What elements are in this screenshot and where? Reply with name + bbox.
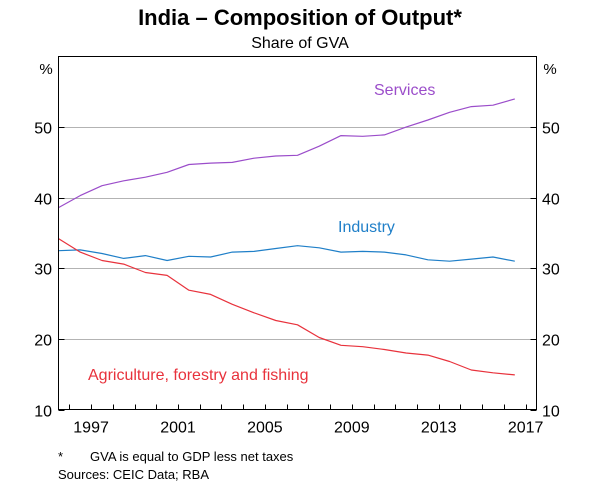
chart-subtitle: Share of GVA — [251, 35, 349, 52]
left-tick-label: 20 — [34, 333, 52, 350]
x-tick-label: 1997 — [73, 420, 109, 437]
services-series-line — [58, 98, 515, 209]
x-tick-label: 2017 — [508, 420, 544, 437]
left-tick-label: 50 — [34, 121, 52, 138]
x-axis: 1997 2001 2005 2009 2013 2017 — [69, 404, 544, 437]
footnote-gva: * GVA is equal to GDP less net taxes — [58, 449, 293, 464]
services-label: Services — [374, 82, 435, 99]
agriculture-label: Agriculture, forestry and fishing — [88, 367, 309, 384]
industry-series-line — [58, 245, 515, 262]
right-tick-label: 50 — [542, 121, 560, 138]
left-tick-label: 40 — [34, 192, 52, 209]
right-unit-label: % — [543, 61, 556, 78]
chart-title: India – Composition of Output* — [138, 5, 462, 30]
x-tick-label: 2009 — [334, 420, 370, 437]
plot-frame — [58, 56, 537, 410]
agriculture-series-line — [58, 238, 515, 376]
gridlines — [58, 127, 537, 340]
x-tick-label: 2013 — [421, 420, 457, 437]
x-tick-label: 2005 — [247, 420, 283, 437]
series-layer — [58, 98, 515, 376]
right-tick-label: 10 — [542, 404, 560, 421]
right-tick-label: 40 — [542, 192, 560, 209]
left-axis: % 10 20 30 40 50 — [34, 61, 65, 421]
footnote-marker: * — [58, 449, 64, 464]
left-tick-label: 30 — [34, 262, 52, 279]
right-axis: % 10 20 30 40 50 — [530, 61, 560, 421]
footnote-sources: Sources: CEIC Data; RBA — [58, 467, 209, 482]
right-tick-label: 20 — [542, 333, 560, 350]
x-tick-label: 2001 — [160, 420, 196, 437]
left-unit-label: % — [39, 61, 52, 78]
left-tick-label: 10 — [34, 404, 52, 421]
industry-label: Industry — [338, 219, 395, 236]
right-tick-label: 30 — [542, 262, 560, 279]
footnote-text: GVA is equal to GDP less net taxes — [90, 449, 294, 464]
